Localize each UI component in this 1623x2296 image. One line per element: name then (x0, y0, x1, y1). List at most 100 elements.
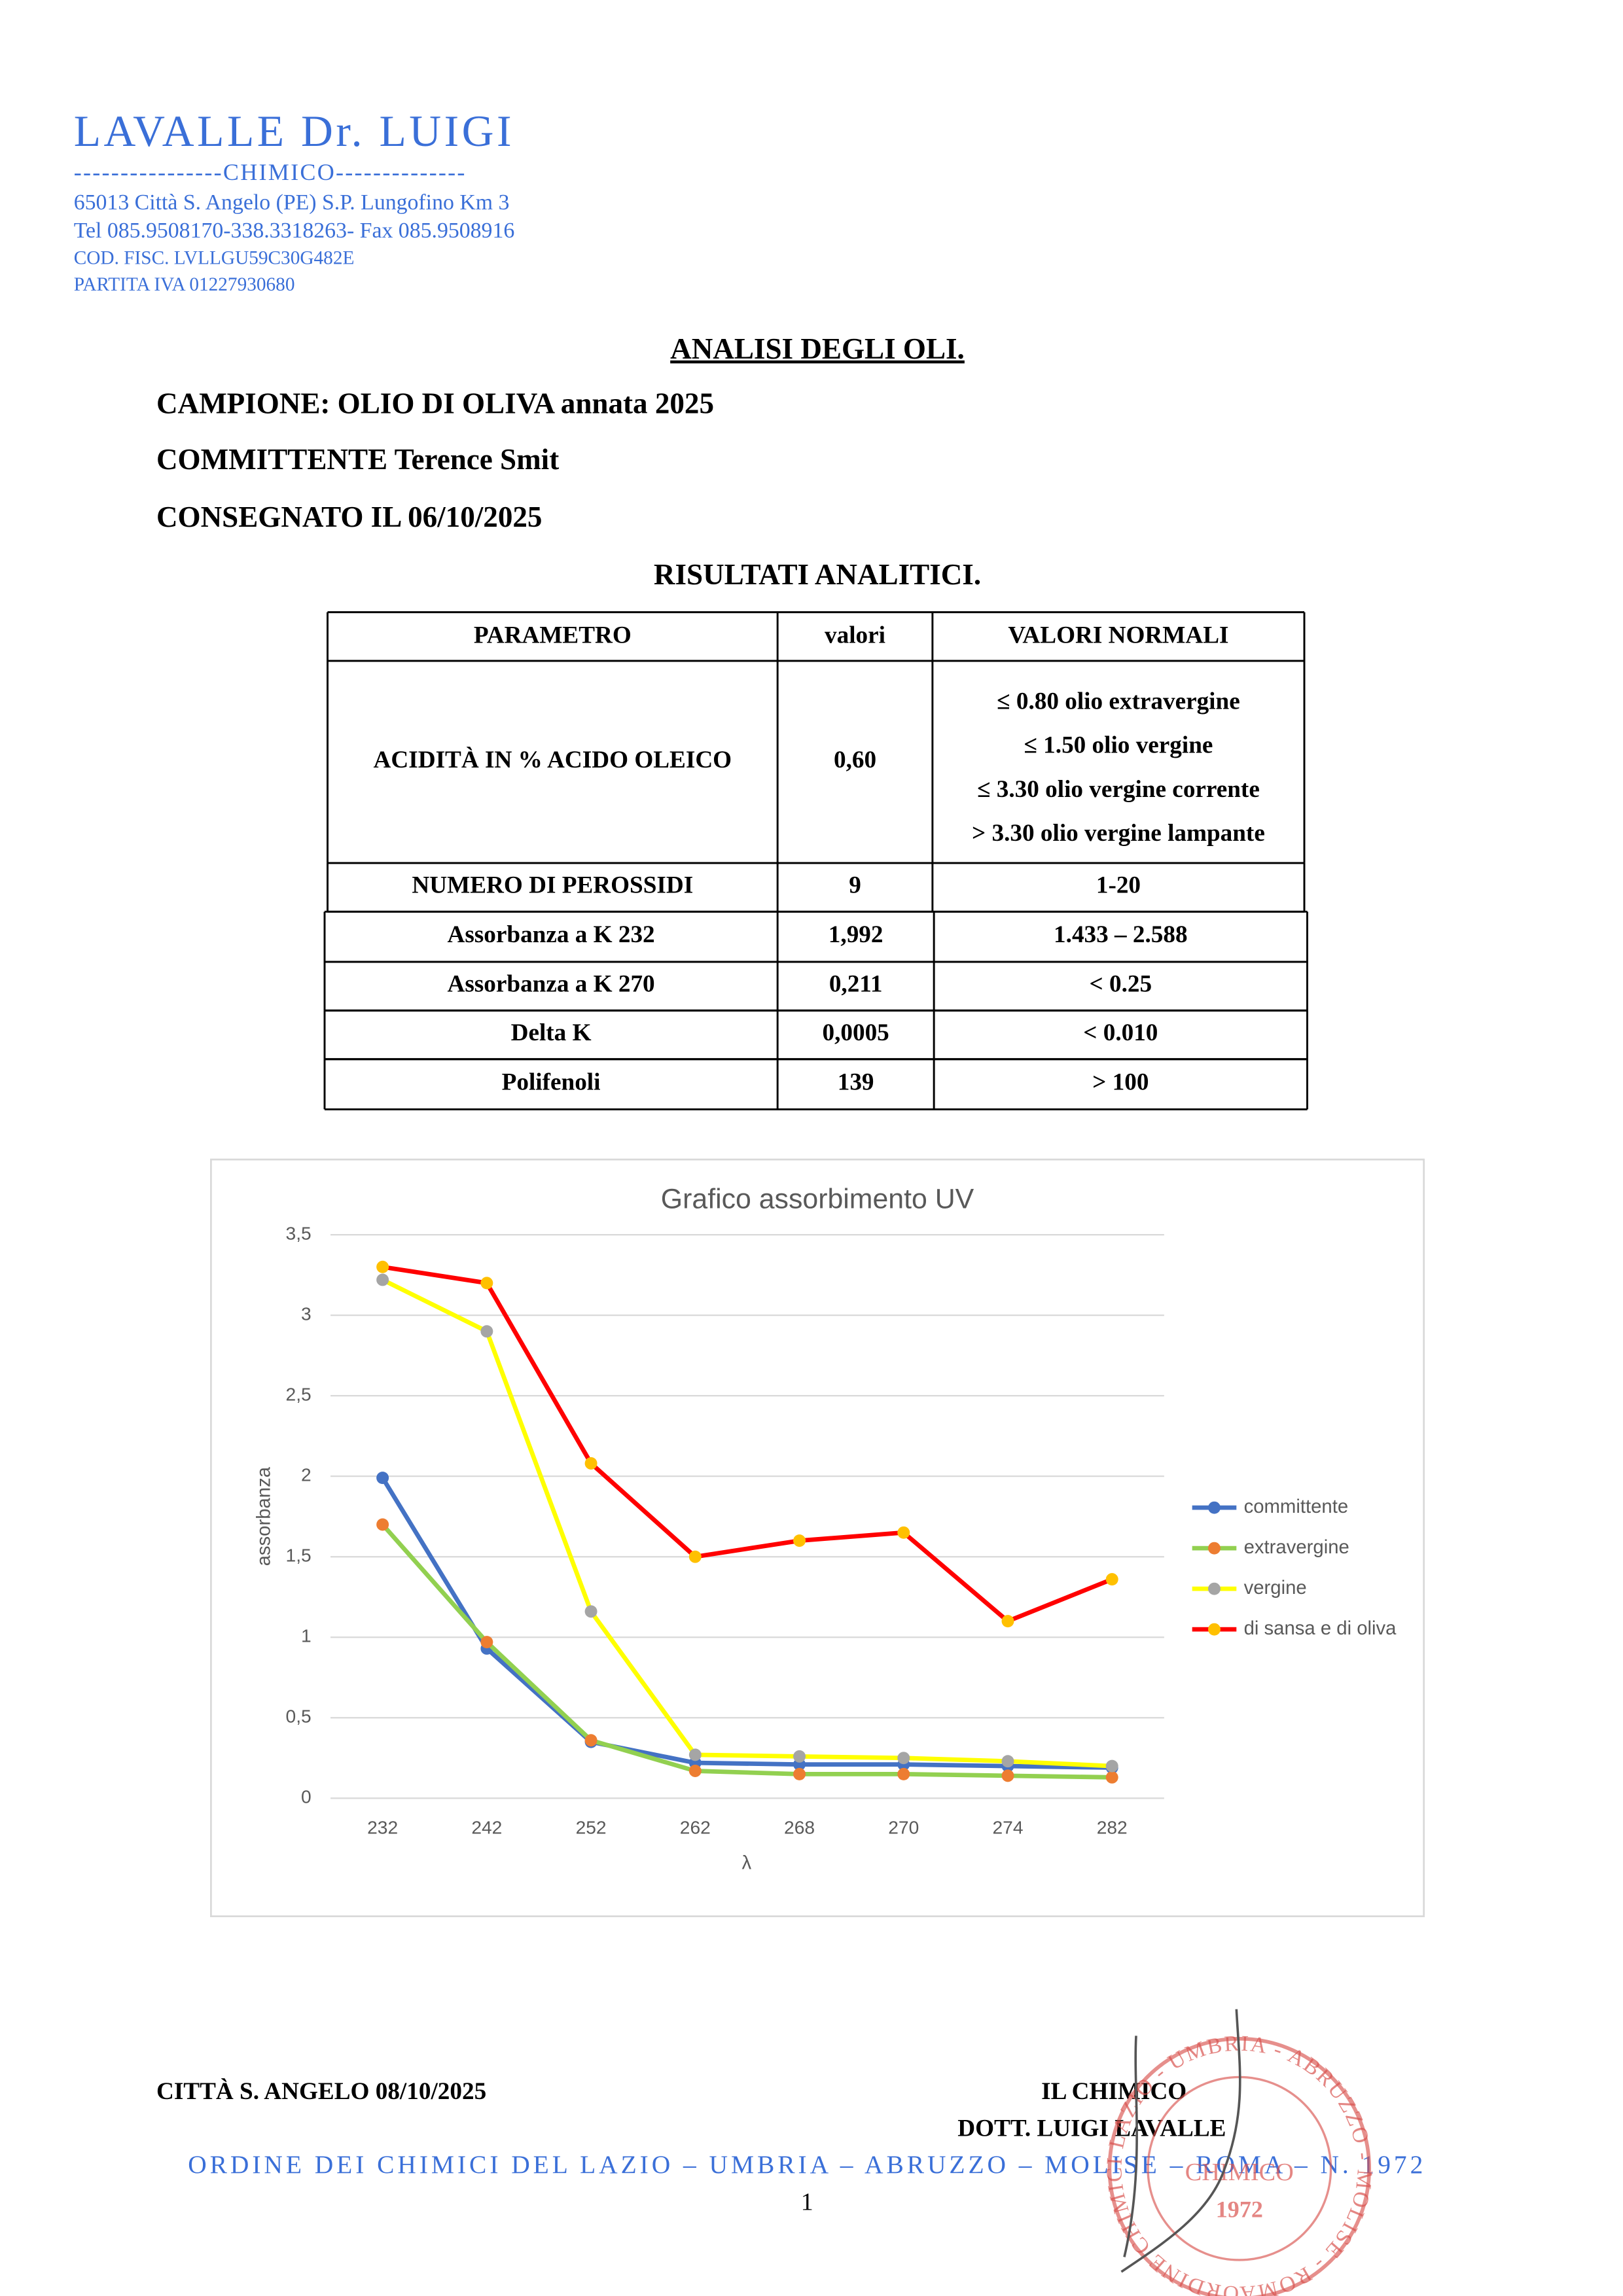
report-title: ANALISI DEGLI OLI. (670, 332, 965, 365)
table-normal: > 3.30 olio vergine lampante (972, 820, 1265, 847)
table-normal: ≤ 3.30 olio vergine corrente (977, 776, 1260, 803)
table-parameter: Delta K (511, 1019, 592, 1046)
data-point (1105, 1771, 1118, 1784)
data-point (480, 1277, 493, 1290)
table-parameter: Assorbanza a K 232 (447, 921, 654, 948)
signatory: DOTT. LUIGI LAVALLE (957, 2115, 1226, 2142)
legend-marker (1208, 1501, 1221, 1514)
data-point (584, 1605, 597, 1618)
table-normal: 1-20 (1096, 872, 1141, 899)
y-tick-label: 2 (301, 1464, 312, 1485)
letterhead-vat: PARTITA IVA 01227930680 (74, 274, 295, 295)
page-number: 1 (801, 2188, 813, 2216)
series-line (382, 1277, 1113, 1769)
x-tick-label: 242 (471, 1816, 502, 1837)
table-parameter: ACIDITÀ IN % ACIDO OLEICO (374, 746, 732, 773)
data-point (1105, 1759, 1118, 1773)
legend-label: di sansa e di oliva (1244, 1617, 1397, 1639)
data-point (376, 1273, 389, 1286)
x-tick-label: 262 (680, 1816, 711, 1837)
data-point (376, 1260, 389, 1273)
data-point (688, 1765, 702, 1777)
letterhead-profession: ----------------CHIMICO-------------- (74, 159, 467, 185)
legend-label: extravergine (1244, 1536, 1349, 1558)
data-point (897, 1752, 910, 1765)
table-value: 0,211 (829, 971, 883, 998)
legend-marker (1208, 1623, 1221, 1636)
y-tick-label: 0,5 (286, 1706, 312, 1727)
y-tick-label: 1,5 (286, 1545, 312, 1566)
data-point (376, 1472, 389, 1485)
table-header: VALORI NORMALI (1008, 622, 1228, 649)
y-tick-label: 1 (301, 1625, 312, 1646)
series-line (380, 1476, 1113, 1770)
data-point (793, 1534, 806, 1547)
x-tick-label: 268 (784, 1816, 815, 1837)
letterhead-phone: Tel 085.9508170-338.3318263- Fax 085.950… (74, 219, 515, 243)
data-point (1001, 1755, 1014, 1768)
delivery-date: CONSEGNATO IL 06/10/2025 (156, 501, 542, 533)
data-point (376, 1518, 389, 1531)
table-normal: < 0.010 (1083, 1019, 1158, 1046)
stamp-center: CHIMICO (1185, 2159, 1294, 2186)
signature (1120, 2009, 1241, 2273)
results-title: RISULTATI ANALITICI. (654, 558, 981, 591)
table-normal: 1.433 – 2.588 (1054, 921, 1188, 948)
letterhead-address: 65013 Città S. Angelo (PE) S.P. Lungofin… (74, 190, 510, 215)
order-line: ORDINE DEI CHIMICI DEL LAZIO – UMBRIA – … (188, 2150, 1426, 2179)
stamp-number: 1972 (1216, 2197, 1263, 2223)
table-value: 139 (838, 1069, 874, 1096)
data-point (793, 1750, 806, 1763)
sample: CAMPIONE: OLIO DI OLIVA annata 2025 (156, 387, 714, 419)
data-point (793, 1767, 806, 1780)
x-tick-label: 232 (367, 1816, 398, 1837)
y-tick-label: 3,5 (286, 1223, 312, 1244)
data-point (897, 1526, 910, 1539)
data-point (584, 1734, 597, 1747)
x-tick-label: 270 (888, 1816, 919, 1837)
data-point (688, 1748, 702, 1761)
letterhead-tax-code: COD. FISC. LVLLGU59C30G482E (74, 248, 355, 269)
client: COMMITTENTE Terence Smit (156, 443, 559, 476)
table-value: 1,992 (829, 921, 883, 948)
y-tick-label: 3 (301, 1303, 312, 1324)
legend-label: committente (1244, 1496, 1349, 1517)
y-tick-label: 2,5 (286, 1384, 312, 1405)
series-line (382, 1264, 1113, 1624)
data-point (1001, 1615, 1014, 1628)
y-tick-label: 0 (301, 1786, 312, 1807)
table-value: 0,0005 (823, 1019, 889, 1046)
data-point (1001, 1769, 1014, 1782)
data-point (480, 1325, 493, 1338)
y-axis-label: assorbanza (253, 1466, 275, 1566)
data-point (688, 1550, 702, 1563)
table-parameter: NUMERO DI PEROSSIDI (412, 872, 693, 899)
table-parameter: Assorbanza a K 270 (447, 971, 654, 998)
x-tick-label: 274 (992, 1816, 1023, 1837)
table-normal: ≤ 1.50 olio vergine (1024, 732, 1213, 759)
legend-marker (1208, 1582, 1221, 1595)
table-value: 0,60 (834, 747, 876, 773)
table-header: PARAMETRO (474, 622, 632, 649)
table-value: 9 (849, 872, 861, 899)
table-header: valori (825, 622, 885, 649)
x-axis-label: λ (741, 1852, 751, 1874)
x-tick-label: 282 (1097, 1816, 1128, 1837)
table-normal: > 100 (1092, 1069, 1149, 1096)
table-normal: < 0.25 (1090, 971, 1152, 998)
data-point (897, 1767, 910, 1780)
letterhead-name: LAVALLE Dr. LUIGI (74, 107, 514, 156)
table-parameter: Polifenoli (502, 1069, 601, 1096)
legend-marker (1208, 1542, 1221, 1555)
place-date: CITTÀ S. ANGELO 08/10/2025 (156, 2077, 486, 2105)
chart-title: Grafico assorbimento UV (661, 1183, 974, 1214)
x-tick-label: 252 (576, 1816, 607, 1837)
data-point (1105, 1573, 1118, 1586)
series-line (381, 1523, 1113, 1780)
data-point (584, 1457, 597, 1470)
data-point (480, 1636, 493, 1649)
signature-role: IL CHIMICO (1041, 2078, 1186, 2105)
legend-label: vergine (1244, 1577, 1307, 1598)
